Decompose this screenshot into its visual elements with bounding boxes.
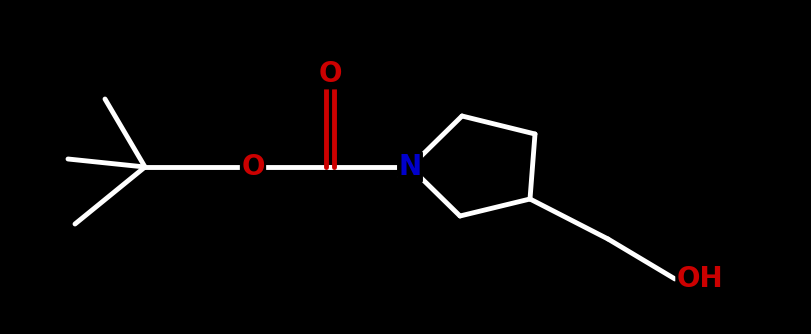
Text: O: O: [241, 153, 264, 181]
Text: OH: OH: [676, 265, 723, 293]
Text: N: N: [398, 153, 422, 181]
Text: O: O: [318, 60, 341, 88]
